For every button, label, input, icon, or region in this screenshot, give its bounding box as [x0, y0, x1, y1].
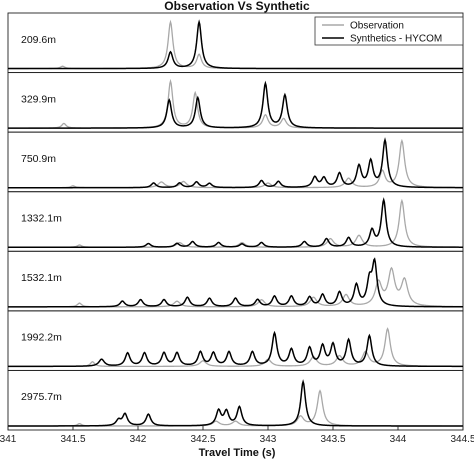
panel-5: 1992.2m	[7, 310, 464, 371]
panel-1: 329.9m	[7, 72, 464, 133]
depth-label: 1532.1m	[21, 272, 62, 284]
panel-frame	[7, 191, 464, 252]
observation-trace	[8, 266, 464, 308]
panel-3: 1332.1m	[7, 191, 464, 252]
depth-label: 1992.2m	[21, 332, 62, 344]
x-tick-label: 343.5	[320, 434, 345, 445]
x-tick-label: 344.5	[450, 434, 474, 445]
synthetic-trace	[7, 330, 464, 368]
panel-2: 750.9m	[7, 131, 464, 193]
observation-trace	[8, 78, 463, 129]
x-tick-label: 342.5	[190, 434, 215, 445]
synthetic-trace	[8, 19, 463, 70]
synthetic-trace	[8, 257, 463, 308]
depth-label: 1332.1m	[21, 213, 62, 225]
observation-trace	[8, 198, 463, 248]
depth-label: 209.6m	[21, 34, 56, 46]
observation-trace	[8, 138, 463, 189]
legend-label-observation: Observation	[350, 21, 404, 32]
depth-label: 2975.7m	[21, 391, 62, 403]
depth-label: 329.9m	[21, 93, 56, 105]
observation-trace	[8, 389, 463, 427]
depth-label: 750.9m	[21, 153, 56, 165]
panel-frame	[7, 310, 464, 371]
x-axis-label: Travel Time (s)	[199, 447, 276, 459]
x-tick-label: 343	[260, 434, 277, 445]
x-tick-label: 341.5	[60, 434, 85, 445]
x-tick-label: 344	[390, 434, 407, 445]
synthetic-trace	[8, 80, 463, 129]
chart-title: Observation Vs Synthetic	[164, 0, 310, 13]
observation-trace	[8, 327, 464, 368]
x-axis: 341 341.5 342 342.5 343 343.5 344 344.5	[0, 426, 474, 445]
synthetic-trace	[8, 379, 463, 427]
panel-frame	[7, 369, 464, 431]
panel-frame	[7, 72, 464, 133]
legend: Observation Synthetics - HYCOM	[314, 16, 464, 46]
legend-label-synthetic: Synthetics - HYCOM	[350, 34, 442, 45]
legend-box	[314, 16, 464, 46]
x-tick-label: 342	[130, 434, 147, 445]
x-tick-label: 341	[0, 434, 17, 445]
panel-6: 2975.7m	[7, 369, 464, 431]
synthetic-trace	[8, 137, 463, 189]
synthetic-trace	[8, 197, 463, 249]
panels: 209.6m 329.9m 750.9m 1332.1m 1532.1m 1992.2m 2…	[7, 12, 464, 431]
panel-4: 1532.1m	[7, 250, 464, 312]
